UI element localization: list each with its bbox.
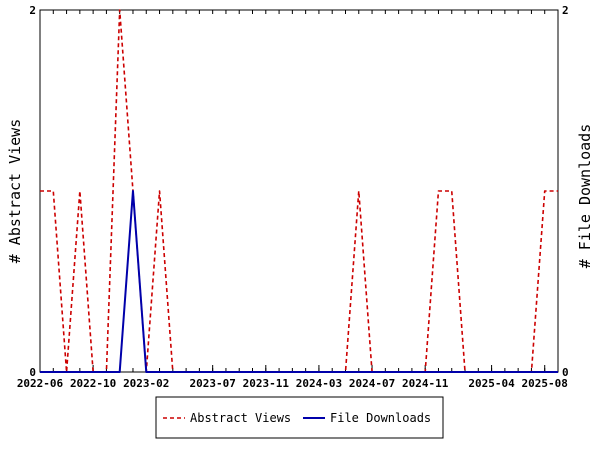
y-left-tick-label: 0	[29, 366, 36, 379]
x-tick-label: 2024-03	[296, 377, 342, 390]
y-right-axis-label: # File Downloads	[576, 124, 594, 269]
y-left-axis-label: # Abstract Views	[6, 119, 24, 264]
y-right-tick-label: 0	[562, 366, 569, 379]
legend: Abstract Views File Downloads	[155, 396, 444, 439]
x-tick-label: 2023-02	[123, 377, 169, 390]
x-tick-label: 2022-06	[17, 377, 64, 390]
x-tick-label: 2022-10	[70, 377, 116, 390]
series-line-file-downloads	[40, 190, 558, 373]
y-right-tick-label: 2	[562, 4, 569, 17]
series-layer	[40, 9, 558, 373]
x-tick-label: 2024-07	[349, 377, 395, 390]
plot-area	[39, 9, 559, 373]
x-tick-label: 2023-07	[189, 377, 235, 390]
legend-box	[155, 396, 444, 439]
y-left-tick-label: 2	[29, 4, 36, 17]
x-tick-label: 2025-04	[468, 377, 515, 390]
x-tick-label: 2023-11	[243, 377, 290, 390]
x-tick-label: 2024-11	[402, 377, 449, 390]
x-axis-ticks: 2022-06 2022-10 2023-02 2023-07 2023-11 2024-…	[17, 365, 568, 390]
legend-label-file-downloads: File Downloads	[330, 411, 431, 425]
legend-label-abstract-views: Abstract Views	[190, 411, 291, 425]
x-tick-label: 2025-08	[522, 377, 568, 390]
